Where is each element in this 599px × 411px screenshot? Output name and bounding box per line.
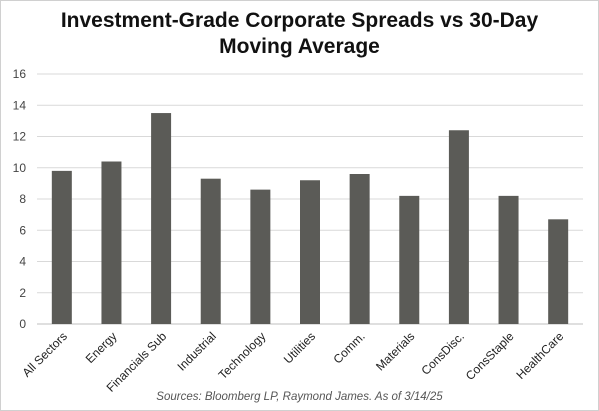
- x-tick-label: ConsDisc.: [418, 329, 467, 378]
- bar: [399, 195, 420, 324]
- x-tick-label: Utilities: [281, 329, 318, 366]
- y-tick-label: 14: [13, 98, 27, 112]
- y-tick-label: 12: [13, 130, 27, 144]
- y-tick-label: 2: [19, 286, 26, 300]
- y-tick-label: 6: [19, 223, 26, 237]
- bar: [250, 189, 271, 324]
- x-tick-label: Technology: [216, 329, 269, 382]
- x-tick-label: Energy: [83, 329, 120, 366]
- x-tick-label: ConsStaple: [463, 329, 517, 383]
- x-tick-label: Materials: [373, 329, 417, 373]
- bar: [51, 170, 72, 324]
- y-tick-label: 0: [19, 317, 26, 331]
- y-tick-label: 16: [13, 67, 27, 81]
- bar: [300, 180, 320, 324]
- bars: [51, 113, 569, 324]
- bar: [349, 174, 370, 324]
- y-tick-label: 8: [19, 192, 26, 206]
- x-tick-label: Industrial: [175, 329, 219, 373]
- bar: [101, 161, 122, 324]
- x-tick-label: All Sectors: [19, 329, 69, 379]
- chart-title: Investment-Grade Corporate Spreads vs 30…: [60, 9, 539, 58]
- y-tick-label: 10: [13, 161, 27, 175]
- y-tick-label: 4: [19, 255, 26, 269]
- bar: [448, 130, 469, 324]
- x-tick-label: HealthCare: [513, 329, 566, 382]
- y-axis-ticks: 0 2 4 6 8 10 12 14 16: [13, 67, 27, 331]
- x-tick-label: Comm.: [331, 329, 368, 366]
- bar: [548, 219, 569, 324]
- bar: [151, 113, 172, 324]
- source-note: Sources: Bloomberg LP, Raymond James. As…: [156, 391, 443, 403]
- bar: [200, 178, 221, 324]
- bar: [498, 195, 519, 324]
